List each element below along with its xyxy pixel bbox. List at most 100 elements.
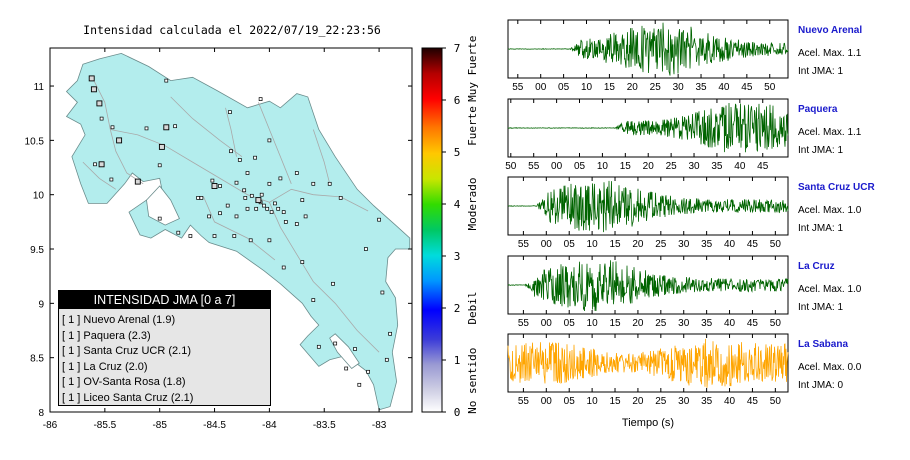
seismic-station-marker — [253, 155, 257, 160]
time-tick-label: 40 — [724, 396, 736, 407]
latitude-tick-label: 8.5 — [30, 354, 44, 365]
colorbar: 0 1 2 3 4 5 6 7 No sentido Debil Moderado Fuerte Muy… — [421, 36, 479, 419]
golfo-dulce — [329, 333, 360, 370]
seismic-station-marker — [196, 196, 200, 200]
seismic-station-marker — [99, 116, 104, 121]
triggered-station-marker — [255, 197, 262, 204]
waveform-trace — [507, 102, 789, 153]
seismic-station-marker — [327, 181, 332, 186]
time-tick-label: 05 — [564, 396, 576, 407]
map-title: Intensidad calculada el 2022/07/19_22:23… — [83, 23, 381, 37]
seismic-station-marker — [281, 265, 286, 270]
seismic-station-marker — [228, 110, 232, 114]
legend-item: [ 1 ] La Cruz (2.0) — [62, 360, 148, 373]
station-name: La Cruz — [798, 261, 835, 272]
time-tick-label: 10 — [587, 396, 599, 407]
seismic-station-marker — [218, 211, 222, 216]
seismic-station-marker — [273, 201, 277, 206]
road-line — [269, 202, 380, 353]
seismic-station-marker — [248, 238, 253, 243]
time-tick-label: 05 — [564, 239, 576, 250]
latitude-tick-label: 10.5 — [25, 136, 45, 147]
waveform-trace — [507, 22, 789, 76]
map-content — [65, 52, 411, 411]
seismic-station-marker — [164, 78, 169, 83]
colorbar-tick-label: 0 — [454, 406, 461, 419]
waveform-panel: 55 00 05 10 15 20 25 30 35 40 45 50 Santa Cruz UCR Ac… — [507, 176, 875, 250]
intensity-legend: INTENSIDAD JMA [0 a 7] [ 1 ] Nuevo Arena… — [58, 290, 271, 406]
seismic-station-marker — [157, 163, 162, 168]
seismic-station-marker — [333, 341, 338, 346]
time-tick-label: 25 — [650, 82, 662, 93]
road-line — [203, 196, 276, 261]
seismic-station-marker — [300, 198, 305, 202]
seismic-station-marker — [234, 214, 239, 219]
time-tick-label: 35 — [701, 396, 713, 407]
waveform-panels: 55 00 05 10 15 20 25 30 35 40 45 50 Nuevo Arenal Acel… — [505, 19, 875, 407]
time-tick-label: 10 — [587, 239, 599, 250]
longitude-tick-label: -84 — [262, 420, 277, 431]
time-tick-label: 40 — [734, 161, 746, 172]
seismic-station-marker — [303, 214, 308, 219]
station-name: Nuevo Arenal — [798, 25, 862, 36]
max-acceleration: Acel. Max. 1.1 — [798, 48, 862, 59]
colorbar-tick-label: 7 — [454, 42, 461, 55]
time-tick-label: 00 — [551, 161, 563, 172]
seismic-station-marker — [207, 214, 211, 219]
time-tick-label: 25 — [655, 396, 667, 407]
colorbar-category-label: Moderado — [466, 178, 479, 231]
time-tick-label: 30 — [678, 396, 690, 407]
seismic-station-marker — [267, 138, 272, 143]
seismic-station-marker — [338, 196, 343, 200]
jma-intensity: Int JMA: 1 — [798, 145, 843, 156]
time-tick-label: 45 — [757, 161, 769, 172]
time-tick-label: 00 — [541, 318, 553, 329]
seismic-station-marker — [110, 125, 115, 130]
triggered-station-marker — [163, 124, 170, 131]
colorbar-category-label: No sentido — [466, 348, 479, 414]
longitude-tick-label: -85 — [152, 420, 167, 431]
time-tick-label: 55 — [518, 239, 530, 250]
legend-header: INTENSIDAD JMA [0 a 7] — [59, 291, 270, 309]
waveform-trace — [507, 260, 789, 312]
road-line — [110, 129, 270, 203]
time-tick-label: 20 — [632, 318, 644, 329]
triggered-station-marker — [88, 75, 95, 82]
colorbar-tick-label: 3 — [454, 250, 461, 263]
seismic-station-marker — [173, 124, 177, 129]
waveform-panel: 55 00 05 10 15 20 25 30 35 40 45 50 La Sabana Acel. M… — [507, 333, 862, 407]
latitude-tick-label: 10 — [33, 191, 45, 202]
seismic-station-marker — [300, 260, 305, 264]
time-tick-label: 00 — [535, 82, 547, 93]
seismic-station-marker — [316, 344, 321, 349]
time-tick-label: 35 — [701, 239, 713, 250]
time-tick-label: 55 — [518, 318, 530, 329]
colorbar-tick-label: 4 — [454, 198, 461, 211]
colorbar-tick-label: 5 — [454, 146, 461, 159]
jma-intensity: Int JMA: 0 — [798, 380, 843, 391]
road-line — [82, 161, 117, 190]
time-tick-label: 40 — [724, 318, 736, 329]
seismic-station-marker — [93, 162, 97, 167]
seismic-station-marker — [259, 192, 264, 197]
seismic-station-marker — [294, 171, 299, 175]
seismic-station-marker — [188, 234, 193, 238]
seismic-station-marker — [364, 247, 368, 251]
time-tick-label: 35 — [695, 82, 707, 93]
triggered-station-marker — [90, 86, 97, 93]
time-tick-label: 50 — [770, 396, 782, 407]
seismic-station-marker — [245, 206, 250, 211]
road-line — [269, 188, 369, 212]
time-tick-label: 50 — [770, 239, 782, 250]
colorbar-tick-label: 1 — [454, 354, 461, 367]
waveform-trace — [507, 180, 789, 233]
time-tick-label: 05 — [558, 82, 570, 93]
time-tick-label: 50 — [764, 82, 776, 93]
max-acceleration: Acel. Max. 1.0 — [798, 284, 862, 295]
colorbar-tick-label: 2 — [454, 302, 461, 315]
seismic-station-marker — [281, 210, 286, 214]
seismic-station-marker — [157, 216, 162, 221]
seismic-station-marker — [199, 196, 204, 200]
time-tick-label: 40 — [718, 82, 730, 93]
seismic-station-marker — [237, 158, 242, 162]
